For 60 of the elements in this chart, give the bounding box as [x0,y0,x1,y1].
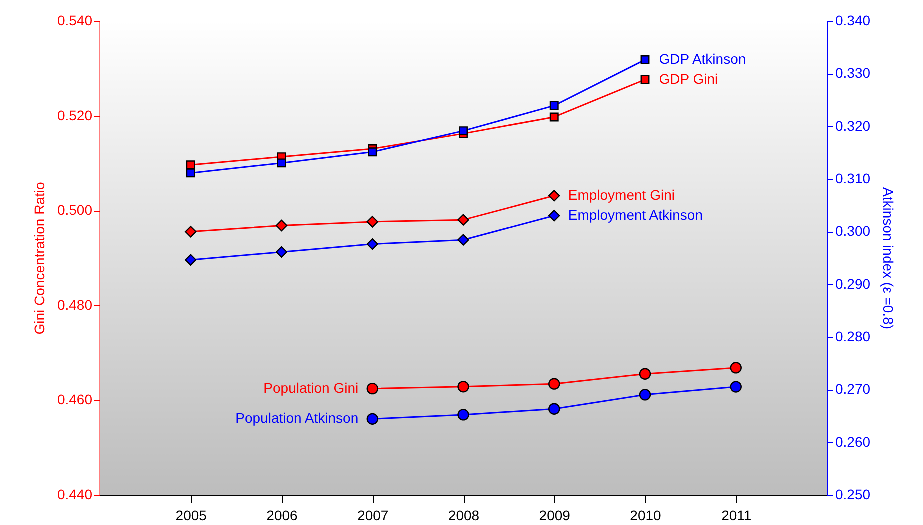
point [186,168,196,178]
point [368,148,378,157]
y2-tick-label: 0.270 [836,381,871,398]
point [366,382,378,395]
point [185,226,197,238]
point [277,158,286,168]
point [186,160,196,170]
point [366,413,378,425]
point [276,220,288,232]
point [458,409,470,421]
y2-tick-label: 0.310 [836,170,871,186]
x-tick-label: 2010 [630,508,662,524]
y-tick-label: 0.440 [57,486,93,502]
series-label: Population Atkinson [236,410,359,426]
y-axis-title: Gini Concentration Ratio [31,182,48,335]
x-tick-label: 2005 [176,508,208,524]
series-label: GDP Atkinson [659,50,746,67]
point [276,246,288,258]
point [458,234,470,246]
point [548,403,560,415]
point [548,378,560,390]
point [640,75,650,84]
point [640,56,650,64]
point [550,112,559,122]
series-label: Population Gini [264,380,359,396]
y2-tick-label: 0.330 [836,65,871,82]
x-tick-label: 2007 [358,508,389,524]
y2-tick-label: 0.250 [836,486,871,502]
point [548,210,560,222]
point [366,216,378,228]
point [550,101,559,110]
point [639,368,652,380]
y2-tick-label: 0.300 [836,223,871,240]
point [730,381,742,393]
series-label: Employment Atkinson [568,206,703,223]
x-tick-label: 2011 [722,508,752,524]
y-tick-label: 0.540 [57,12,93,28]
y2-tick-label: 0.260 [836,434,871,450]
y2-tick-label: 0.280 [836,328,871,344]
series-label: Employment Gini [568,186,675,203]
point [458,381,470,393]
y-tick-label: 0.500 [57,202,93,218]
point [459,126,468,136]
y-tick-label: 0.460 [57,392,93,408]
x-tick-label: 2009 [539,508,571,524]
y-tick-label: 0.520 [57,107,93,124]
point [730,362,742,374]
y-tick-label: 0.480 [57,296,93,313]
y2-axis-title: Atkinson index (ε =0.8) [880,187,897,330]
series-label: GDP Gini [659,70,718,87]
y2-tick-label: 0.320 [836,118,871,134]
point [548,190,560,202]
y2-tick-label: 0.340 [836,12,871,28]
point [185,254,197,266]
point [366,238,378,250]
x-tick-label: 2006 [266,508,298,524]
y2-tick-label: 0.290 [836,276,871,292]
x-tick-label: 2008 [448,508,480,524]
point [458,214,470,226]
point [639,389,652,401]
